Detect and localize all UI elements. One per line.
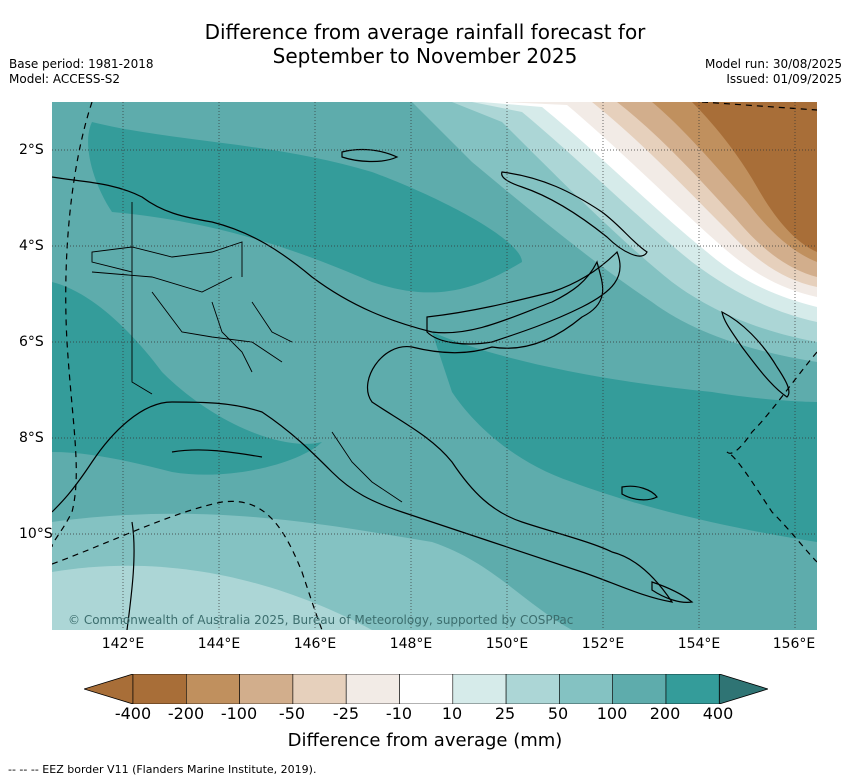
band-200-400-west <box>52 282 322 475</box>
base-period: Base period: 1981-2018 <box>9 57 154 71</box>
colorbar-label: 50 <box>547 704 569 723</box>
model-name: Model: ACCESS-S2 <box>9 72 121 86</box>
manus-coast <box>341 148 399 163</box>
colorbar-segment <box>186 674 240 704</box>
colorbar-label: -100 <box>220 704 258 723</box>
colorbar-label: -10 <box>385 704 413 723</box>
lat-label-6s: 6°S <box>19 334 44 350</box>
d-entrecasteaux-coast <box>621 485 658 501</box>
colorbar-segment <box>239 674 294 704</box>
torres-strait-islands <box>171 449 263 458</box>
lon-label-146: 146°E <box>293 636 337 652</box>
colorbar <box>84 674 768 704</box>
border-provinces-1 <box>91 271 233 293</box>
coastlines <box>52 148 790 630</box>
colorbar-segment <box>452 674 507 704</box>
colorbar-label: -50 <box>278 704 306 723</box>
eez-ne <box>701 102 817 111</box>
new-guinea-coast <box>52 176 674 603</box>
lon-label-148: 148°E <box>389 636 433 652</box>
copyright-notice: © Commonwealth of Australia 2025, Bureau… <box>68 613 574 627</box>
band-200-400-north <box>88 122 522 293</box>
lat-label-10s: 10°S <box>19 526 53 542</box>
colorbar-segment <box>132 674 187 704</box>
colorbar-segment <box>665 674 720 704</box>
eez-south <box>52 500 323 630</box>
title-line-1: Difference from average rainfall forecas… <box>204 20 646 44</box>
colorbar-segment <box>292 674 347 704</box>
gridlines <box>52 102 817 630</box>
lat-label-4s: 4°S <box>19 238 44 254</box>
colorbar-segment <box>345 674 400 704</box>
lon-label-142: 142°E <box>101 636 145 652</box>
lon-label-150: 150°E <box>485 636 529 652</box>
lon-label-154: 154°E <box>677 636 721 652</box>
lat-label-8s: 8°S <box>19 430 44 446</box>
colorbar-label: -200 <box>167 704 205 723</box>
border-provinces-5 <box>331 431 403 503</box>
colorbar-segment <box>612 674 667 704</box>
colorbar-title: Difference from average (mm) <box>287 730 563 751</box>
band-200-400-east <box>432 332 817 542</box>
lon-label-144: 144°E <box>197 636 241 652</box>
border-provinces-2 <box>151 291 283 363</box>
colorbar-segment <box>559 674 613 704</box>
rainfall-map <box>52 102 817 630</box>
eez-west <box>52 102 93 548</box>
metadata-left: Base period: 1981-2018 Model: ACCESS-S2 <box>9 57 154 87</box>
colorbar-label: 10 <box>441 704 463 723</box>
issued-date: Issued: 01/09/2025 <box>726 72 842 86</box>
colorbar-segment <box>399 674 454 704</box>
border-provinces-4 <box>251 301 293 343</box>
province-borders <box>91 202 403 503</box>
eez-legend: -- -- -- EEZ border V11 (Flanders Marine… <box>8 763 317 776</box>
lon-label-152: 152°E <box>581 636 625 652</box>
colorbar-extend-high <box>718 674 768 704</box>
colorbar-extend-low <box>84 674 134 704</box>
cape-york-coast <box>126 521 135 630</box>
colorbar-segment <box>505 674 560 704</box>
colorbar-label: 400 <box>702 704 734 723</box>
lat-label-2s: 2°S <box>19 142 44 158</box>
colorbar-label: 25 <box>494 704 516 723</box>
band-minus400-ne <box>672 102 817 252</box>
new-britain-coast <box>426 250 621 345</box>
colorbar-label: -25 <box>332 704 360 723</box>
border-provinces-6 <box>91 241 243 277</box>
metadata-right: Model run: 30/08/2025 Issued: 01/09/2025 <box>705 57 842 87</box>
colorbar-label: 100 <box>596 704 628 723</box>
colorbar-label: 200 <box>649 704 681 723</box>
eez-east <box>726 351 817 563</box>
new-ireland-coast <box>501 171 648 257</box>
bougainville-coast <box>721 310 790 398</box>
eez-borders <box>52 102 817 630</box>
lon-label-156: 156°E <box>772 636 816 652</box>
louisiade-coast <box>651 581 694 603</box>
title-line-2: September to November 2025 <box>272 44 578 68</box>
model-run: Model run: 30/08/2025 <box>704 57 842 71</box>
map-title: Difference from average rainfall forecas… <box>0 20 850 68</box>
colorbar-label: -400 <box>114 704 152 723</box>
